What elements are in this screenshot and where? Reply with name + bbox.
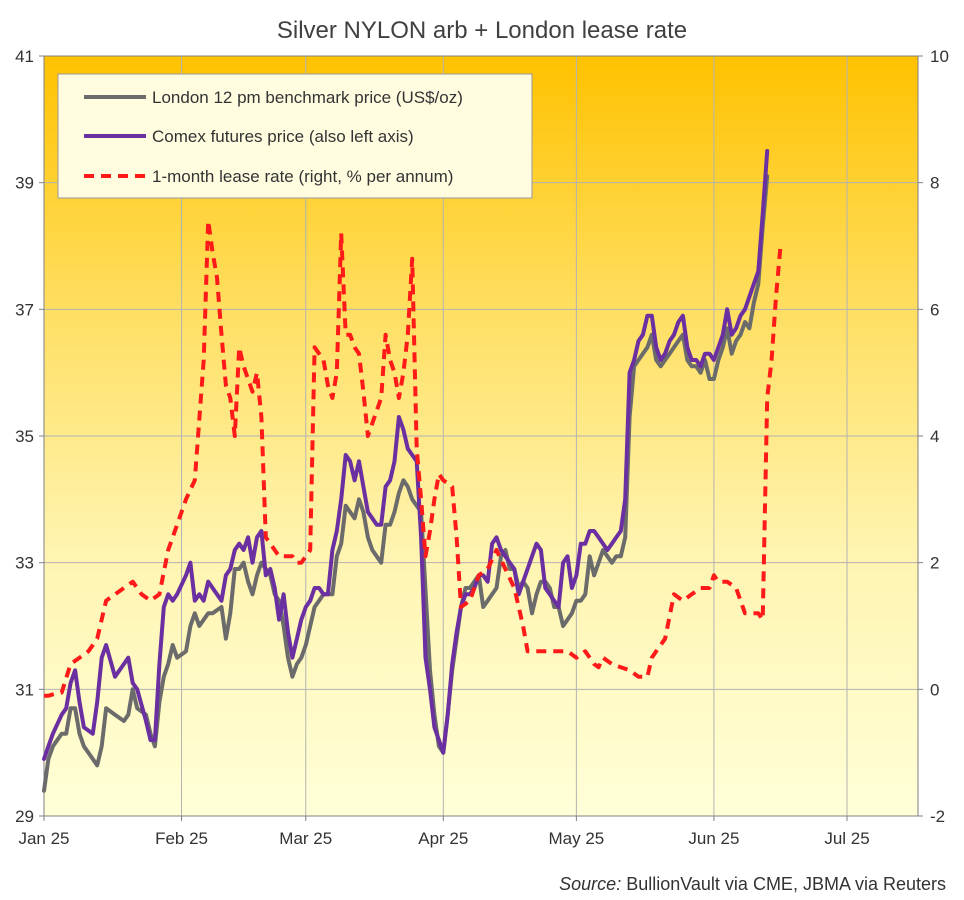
right-tick-label: -2 <box>930 807 945 826</box>
x-tick-label: Apr 25 <box>418 829 468 848</box>
right-tick-label: 6 <box>930 300 939 319</box>
legend-label-london: London 12 pm benchmark price (US$/oz) <box>152 88 463 107</box>
left-tick-label: 33 <box>15 554 34 573</box>
x-tick-label: Jul 25 <box>824 829 869 848</box>
legend: London 12 pm benchmark price (US$/oz) Co… <box>57 73 533 199</box>
chart-title: Silver NYLON arb + London lease rate <box>277 17 687 44</box>
x-tick-label: May 25 <box>549 829 605 848</box>
source-text: BullionVault via CME, JBMA via Reuters <box>621 874 946 894</box>
left-tick-label: 37 <box>15 300 34 319</box>
series-line-lease-rate <box>44 218 783 698</box>
x-tick-label: Feb 25 <box>155 829 208 848</box>
left-tick-label: 31 <box>15 680 34 699</box>
left-axis: 29 31 33 35 37 39 41 <box>15 47 44 826</box>
x-tick-label: Jan 25 <box>18 829 69 848</box>
legend-label-lease-rate: 1-month lease rate (right, % per annum) <box>152 167 453 186</box>
x-tick-label: Jun 25 <box>688 829 739 848</box>
x-axis: Jan 25 Feb 25 Mar 25 Apr 25 May 25 Jun 25 Jul … <box>18 816 870 848</box>
right-tick-label: 0 <box>930 680 939 699</box>
series-lines <box>42 149 783 793</box>
x-tick-label: Mar 25 <box>279 829 332 848</box>
left-tick-label: 39 <box>15 174 34 193</box>
left-tick-label: 29 <box>15 807 34 826</box>
source-label: Source: <box>559 874 621 894</box>
right-tick-label: 8 <box>930 174 939 193</box>
legend-label-comex: Comex futures price (also left axis) <box>152 127 414 146</box>
series-line-comex-price <box>42 149 770 761</box>
right-tick-label: 10 <box>930 47 949 66</box>
right-tick-label: 4 <box>930 427 939 446</box>
right-tick-label: 2 <box>930 554 939 573</box>
left-tick-label: 35 <box>15 427 34 446</box>
left-tick-label: 41 <box>15 47 34 66</box>
right-axis: -2 0 2 4 6 8 10 <box>918 47 949 826</box>
source-note: Source: BullionVault via CME, JBMA via R… <box>559 874 946 894</box>
